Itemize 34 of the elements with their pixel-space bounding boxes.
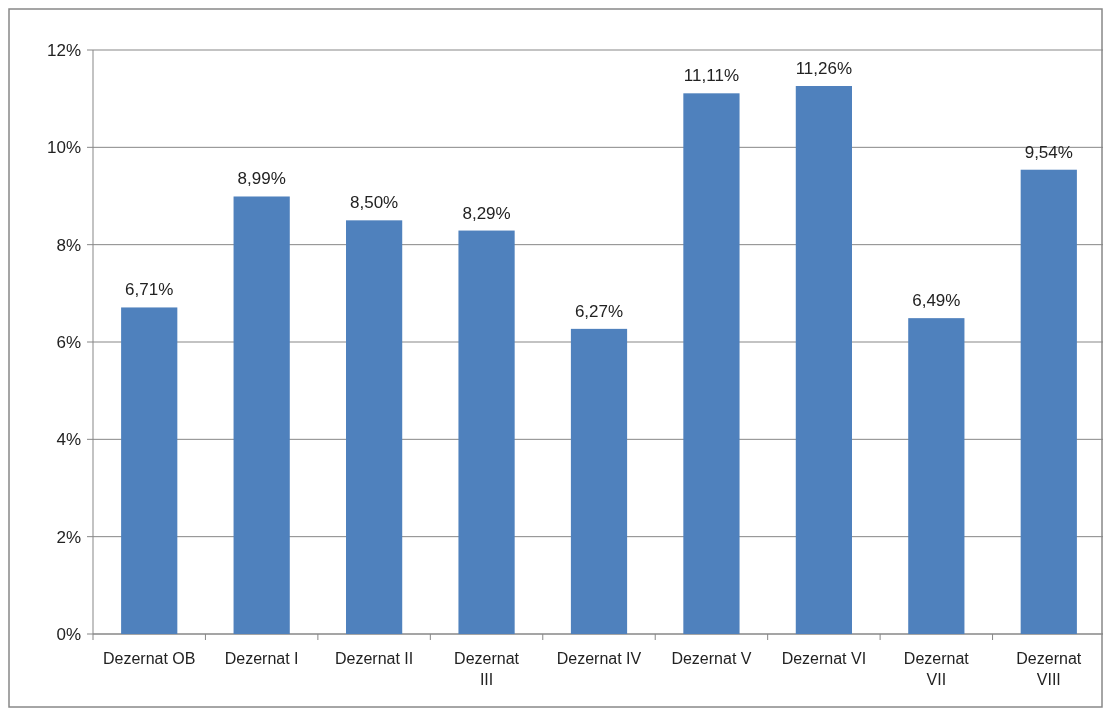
x-tick-label: Dezernat I (224, 650, 299, 667)
data-label: 8,99% (237, 169, 286, 189)
data-label: 8,50% (350, 193, 399, 213)
bar (683, 93, 740, 634)
bar (458, 230, 515, 634)
x-tick-label: Dezernat II (334, 650, 414, 667)
y-tick-label: 12% (46, 40, 81, 60)
bar (233, 196, 290, 634)
data-label: 11,11% (683, 66, 740, 86)
y-tick-label: 4% (56, 430, 81, 450)
bar (121, 307, 178, 634)
bar (1020, 169, 1077, 634)
x-tick-label: Dezernat OB (102, 650, 196, 667)
bar (795, 86, 852, 634)
y-tick-label: 10% (46, 138, 81, 158)
y-tick-label: 8% (56, 235, 81, 255)
x-tick-label: Dezernat IV (556, 650, 642, 667)
data-label: 6,49% (912, 291, 961, 311)
x-tick-label: Dezernat VI (781, 650, 867, 667)
data-label: 6,27% (574, 301, 624, 321)
bar (346, 220, 403, 634)
x-tick-label: Dezernat VIII (1016, 650, 1082, 688)
bar (570, 328, 628, 634)
data-label: 6,71% (125, 280, 174, 300)
y-tick-label: 2% (56, 527, 81, 547)
data-label: 11,26% (795, 59, 853, 79)
bar (908, 318, 965, 634)
x-tick-label: Dezernat V (671, 650, 752, 667)
data-label: 8,29% (462, 203, 511, 223)
y-tick-label: 0% (56, 624, 81, 644)
x-tick-label: Dezernat III (454, 650, 520, 688)
y-tick-label: 6% (56, 332, 81, 352)
data-label: 9,54% (1024, 142, 1073, 162)
x-tick-label: Dezernat VII (903, 650, 970, 688)
